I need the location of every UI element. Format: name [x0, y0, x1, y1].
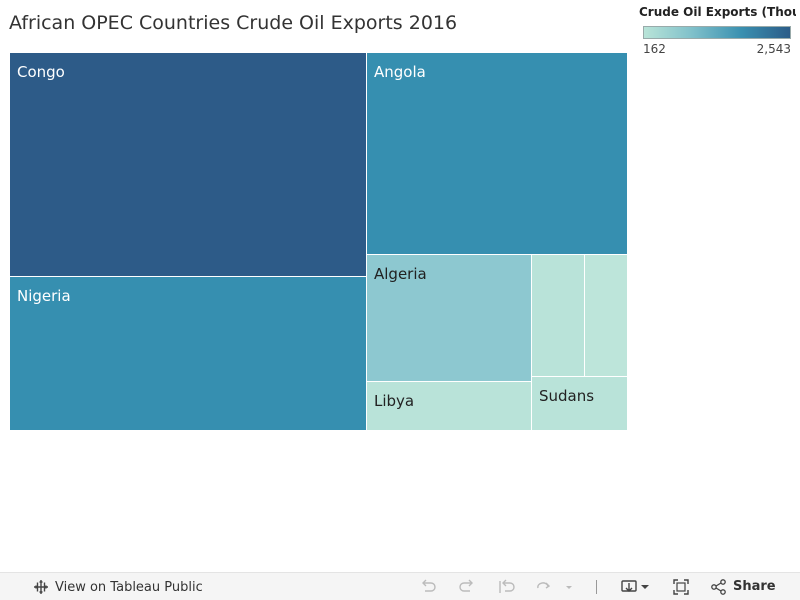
- treemap-cell-label: Algeria: [374, 265, 427, 283]
- share-icon[interactable]: [710, 579, 728, 595]
- treemap-cell-label: Angola: [374, 63, 426, 81]
- treemap-cell-unlabeled-6[interactable]: [531, 254, 585, 377]
- share-button[interactable]: Share: [733, 579, 776, 594]
- treemap-cell-label: Sudans: [539, 387, 595, 405]
- revert-icon[interactable]: [498, 579, 516, 595]
- treemap-cell-sudans[interactable]: Sudans: [531, 376, 628, 431]
- treemap-cell-angola[interactable]: Angola: [366, 52, 628, 255]
- fullscreen-icon[interactable]: [672, 579, 690, 595]
- view-on-tableau-label: View on Tableau Public: [55, 579, 203, 595]
- legend-min-label: 162: [643, 42, 666, 56]
- download-icon[interactable]: [621, 579, 651, 595]
- legend-max-label: 2,543: [756, 42, 791, 56]
- treemap-cell-algeria[interactable]: Algeria: [366, 254, 532, 382]
- refresh-dropdown-icon[interactable]: [563, 579, 575, 595]
- undo-icon[interactable]: [419, 579, 437, 595]
- treemap-cell-label: Congo: [17, 63, 65, 81]
- view-on-tableau-link[interactable]: View on Tableau Public: [33, 579, 203, 595]
- treemap-cell-nigeria[interactable]: Nigeria: [9, 276, 367, 431]
- treemap-cell-libya[interactable]: Libya: [366, 381, 532, 431]
- redo-icon[interactable]: [458, 579, 476, 595]
- chart-title: African OPEC Countries Crude Oil Exports…: [9, 12, 458, 34]
- tableau-logo-icon: [33, 579, 49, 595]
- tableau-toolbar: View on Tableau Public Share: [0, 572, 800, 600]
- treemap-cell-label: Nigeria: [17, 287, 71, 305]
- legend-title: Crude Oil Exports (Thousa...: [639, 5, 796, 19]
- color-legend: Crude Oil Exports (Thousa... 162 2,543: [639, 5, 796, 56]
- treemap-cell-congo[interactable]: Congo: [9, 52, 367, 277]
- refresh-icon[interactable]: [535, 579, 553, 595]
- treemap-cell-unlabeled-7[interactable]: [584, 254, 628, 377]
- legend-color-ramp: [643, 26, 791, 39]
- toolbar-divider: [596, 580, 597, 594]
- treemap-cell-label: Libya: [374, 392, 415, 410]
